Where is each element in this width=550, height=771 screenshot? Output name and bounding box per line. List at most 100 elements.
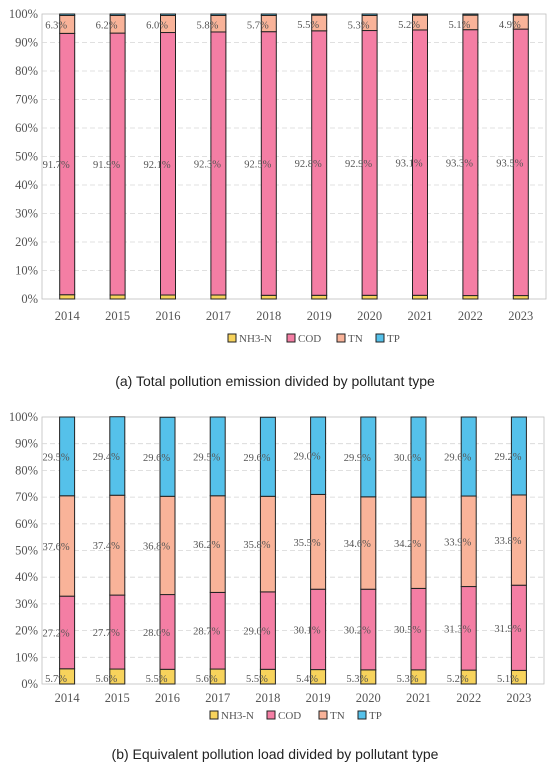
- y-tick-label: 60%: [15, 517, 38, 531]
- legend-label: TP: [369, 710, 382, 722]
- data-label: 91.7%: [43, 160, 70, 171]
- y-tick-label: 10%: [15, 264, 38, 278]
- bar-segment-tp: [109, 416, 126, 496]
- data-label: 92.5%: [244, 159, 271, 170]
- data-label: 5.8%: [196, 20, 218, 31]
- legend-swatch-cod: [266, 710, 276, 720]
- data-label: 6.2%: [96, 20, 118, 31]
- y-tick-label: 70%: [15, 490, 38, 504]
- y-tick-label: 100%: [9, 7, 38, 21]
- x-tick-label: 2022: [456, 691, 481, 705]
- x-tick-label: 2015: [105, 309, 130, 323]
- data-label: 93.3%: [446, 159, 473, 170]
- legend-label: NH3-N: [239, 333, 272, 345]
- legend-swatch-tp: [357, 710, 367, 720]
- y-tick-label: 90%: [15, 437, 38, 451]
- data-label: 92.9%: [345, 159, 372, 170]
- data-label: 92.8%: [295, 159, 322, 170]
- bar-segment-nh3-n: [311, 294, 328, 300]
- y-tick-label: 80%: [15, 64, 38, 78]
- data-label: 30.1%: [294, 625, 321, 636]
- bar-segment-nh3-n: [361, 294, 378, 300]
- y-tick-label: 30%: [15, 207, 38, 221]
- bar-segment-tp: [412, 13, 428, 16]
- x-tick-label: 2015: [105, 691, 130, 705]
- data-label: 5.3%: [348, 20, 370, 31]
- data-label: 29.6%: [143, 453, 170, 464]
- y-tick-label: 40%: [15, 178, 38, 192]
- data-label: 36.2%: [193, 540, 220, 551]
- data-label: 36.8%: [143, 541, 170, 552]
- y-tick-label: 20%: [15, 235, 38, 249]
- x-tick-label: 2016: [156, 309, 181, 323]
- legend-swatch-nh3-n: [209, 710, 219, 720]
- y-tick-label: 0%: [21, 292, 38, 306]
- data-label: 5.5%: [297, 20, 319, 31]
- data-label: 31.9%: [494, 624, 521, 635]
- data-label: 91.9%: [93, 160, 120, 171]
- bar-segment-tp: [462, 13, 479, 16]
- data-label: 28.7%: [193, 627, 220, 638]
- data-label: 5.6%: [196, 674, 218, 685]
- bar-segment-tp: [159, 416, 176, 497]
- data-label: 34.6%: [344, 539, 371, 550]
- y-tick-label: 40%: [15, 570, 38, 584]
- data-label: 5.6%: [95, 674, 117, 685]
- bar-segment-nh3-n: [160, 294, 176, 300]
- x-tick-label: 2023: [506, 691, 531, 705]
- x-tick-label: 2014: [55, 691, 81, 705]
- chart-b: 0% 10% 20% 30% 40% 50% 60% 70% 80% 90% 100% 5.7% 27.…: [9, 410, 545, 722]
- x-tick-label: 2017: [205, 691, 230, 705]
- legend-swatch-cod: [286, 333, 296, 343]
- chart-a: 0% 10% 20% 30% 40% 50% 60% 70% 80% 90% 100% 91.7% 6.…: [9, 7, 547, 345]
- x-tick-label: 2021: [408, 309, 433, 323]
- data-label: 5.3%: [346, 674, 368, 685]
- bar-segment-nh3-n: [109, 294, 126, 300]
- bar-segment-tp: [510, 416, 527, 496]
- y-tick-label: 20%: [15, 624, 38, 638]
- x-tick-label: 2020: [356, 691, 381, 705]
- data-label: 37.4%: [93, 541, 120, 552]
- x-tick-label: 2022: [458, 309, 483, 323]
- x-tick-label: 2019: [307, 309, 332, 323]
- data-label: 37.6%: [43, 542, 70, 553]
- legend-swatch-tn: [336, 333, 346, 343]
- data-label: 29.0%: [294, 452, 321, 463]
- legend-label: COD: [278, 710, 301, 722]
- data-label: 29.6%: [444, 453, 471, 464]
- bar-segment-nh3-n: [260, 294, 277, 300]
- data-label: 31.3%: [444, 624, 471, 635]
- data-label: 27.7%: [93, 628, 120, 639]
- x-tick-label: 2016: [155, 691, 180, 705]
- data-label: 29.4%: [93, 452, 120, 463]
- data-label: 5.2%: [447, 674, 469, 685]
- bar-segment-nh3-n: [512, 295, 529, 300]
- bar-segment-nh3-n: [210, 294, 227, 300]
- bar-segment-tp: [410, 416, 427, 498]
- y-tick-label: 100%: [9, 410, 38, 424]
- legend-label: COD: [298, 333, 321, 345]
- data-label: 5.1%: [497, 674, 519, 685]
- data-label: 27.2%: [43, 628, 70, 639]
- bar-segment-tp: [109, 13, 126, 16]
- data-label: 5.3%: [397, 674, 419, 685]
- bar-segment-tp: [210, 13, 227, 16]
- data-label: 35.8%: [243, 540, 270, 551]
- caption-b: (b) Equivalent pollution load divided by…: [112, 746, 439, 762]
- legend-swatch-nh3-n: [227, 333, 237, 343]
- data-label: 5.7%: [247, 20, 269, 31]
- data-label: 6.3%: [45, 20, 67, 31]
- data-label: 93.1%: [395, 159, 422, 170]
- data-label: 5.2%: [398, 20, 420, 31]
- data-label: 35.5%: [294, 538, 321, 549]
- x-tick-label: 2020: [357, 309, 382, 323]
- y-tick-label: 90%: [15, 36, 38, 50]
- bar-segment-tp: [160, 13, 176, 16]
- x-tick-label: 2018: [255, 691, 280, 705]
- bar-segment-tp: [361, 13, 378, 16]
- data-label: 29.2%: [494, 452, 521, 463]
- data-label: 33.8%: [494, 536, 521, 547]
- bar-segment-tp: [59, 13, 76, 16]
- legend-swatch-tp: [375, 333, 385, 343]
- data-label: 34.2%: [394, 539, 421, 550]
